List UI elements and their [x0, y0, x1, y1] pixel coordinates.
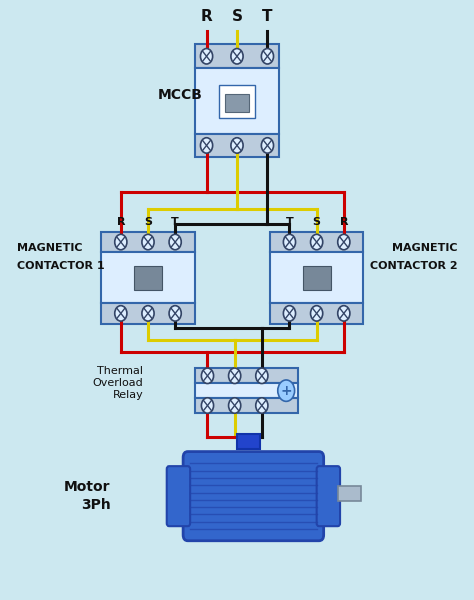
Circle shape — [337, 235, 350, 250]
Text: CONTACTOR 1: CONTACTOR 1 — [17, 261, 104, 271]
Circle shape — [231, 49, 243, 64]
Text: R: R — [339, 217, 348, 227]
FancyBboxPatch shape — [317, 466, 340, 526]
Text: CONTACTOR 2: CONTACTOR 2 — [370, 261, 457, 271]
Circle shape — [261, 49, 273, 64]
FancyBboxPatch shape — [195, 134, 279, 157]
Text: T: T — [171, 217, 179, 227]
Bar — [302, 266, 331, 290]
Bar — [101, 253, 195, 303]
Bar — [195, 383, 298, 398]
Text: MAGNETIC: MAGNETIC — [392, 243, 457, 253]
FancyBboxPatch shape — [225, 94, 249, 112]
Text: R: R — [117, 217, 125, 227]
Circle shape — [115, 235, 127, 250]
FancyBboxPatch shape — [195, 44, 279, 68]
FancyBboxPatch shape — [183, 452, 324, 541]
Bar — [101, 232, 195, 253]
Circle shape — [142, 305, 154, 321]
Circle shape — [201, 138, 213, 153]
Circle shape — [261, 138, 273, 153]
Circle shape — [169, 305, 181, 321]
FancyBboxPatch shape — [167, 466, 190, 526]
Text: R: R — [201, 8, 212, 23]
Text: Thermal: Thermal — [97, 367, 143, 376]
Circle shape — [256, 398, 268, 413]
Circle shape — [228, 368, 241, 383]
Circle shape — [169, 235, 181, 250]
Text: T: T — [262, 8, 273, 23]
Bar — [101, 303, 195, 324]
Circle shape — [337, 305, 350, 321]
Bar — [237, 434, 260, 449]
Circle shape — [310, 235, 323, 250]
Text: S: S — [231, 8, 243, 23]
Bar — [134, 266, 162, 290]
Text: +: + — [281, 383, 292, 398]
Circle shape — [201, 368, 214, 383]
Text: S: S — [144, 217, 152, 227]
Bar — [195, 368, 298, 383]
Text: T: T — [286, 217, 293, 227]
Circle shape — [142, 235, 154, 250]
Circle shape — [231, 138, 243, 153]
Text: MAGNETIC: MAGNETIC — [17, 243, 82, 253]
Bar — [270, 303, 364, 324]
FancyBboxPatch shape — [219, 85, 255, 118]
Circle shape — [115, 305, 127, 321]
Bar — [270, 253, 364, 303]
Bar — [195, 398, 298, 413]
Text: 3Ph: 3Ph — [81, 498, 110, 512]
Circle shape — [256, 368, 268, 383]
Text: Relay: Relay — [112, 390, 143, 400]
Bar — [337, 486, 361, 500]
Circle shape — [283, 305, 296, 321]
Circle shape — [228, 398, 241, 413]
Text: Overload: Overload — [92, 378, 143, 388]
Circle shape — [283, 235, 296, 250]
Text: S: S — [313, 217, 320, 227]
FancyBboxPatch shape — [195, 68, 279, 134]
Text: Motor: Motor — [64, 480, 110, 494]
Text: MCCB: MCCB — [157, 88, 202, 102]
Circle shape — [201, 398, 214, 413]
Circle shape — [278, 380, 295, 401]
Bar — [270, 232, 364, 253]
Circle shape — [310, 305, 323, 321]
Circle shape — [201, 49, 213, 64]
